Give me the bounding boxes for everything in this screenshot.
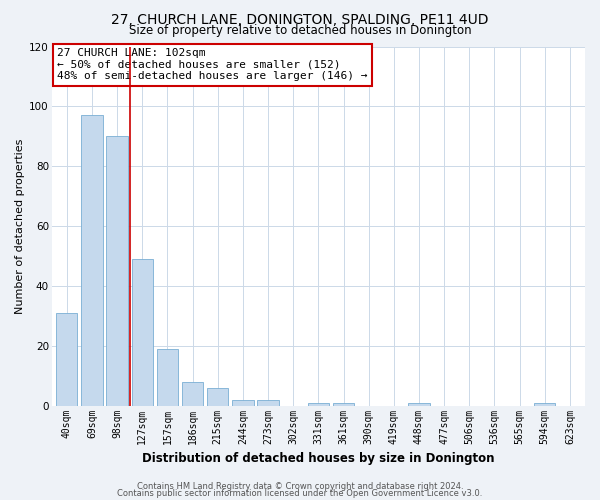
- Text: 27, CHURCH LANE, DONINGTON, SPALDING, PE11 4UD: 27, CHURCH LANE, DONINGTON, SPALDING, PE…: [111, 12, 489, 26]
- Bar: [308, 402, 329, 406]
- Bar: [106, 136, 128, 406]
- Bar: [408, 402, 430, 406]
- Text: Contains public sector information licensed under the Open Government Licence v3: Contains public sector information licen…: [118, 489, 482, 498]
- Text: Size of property relative to detached houses in Donington: Size of property relative to detached ho…: [128, 24, 472, 37]
- Bar: [56, 313, 77, 406]
- Bar: [131, 259, 153, 406]
- Text: Contains HM Land Registry data © Crown copyright and database right 2024.: Contains HM Land Registry data © Crown c…: [137, 482, 463, 491]
- Bar: [81, 116, 103, 406]
- Y-axis label: Number of detached properties: Number of detached properties: [15, 138, 25, 314]
- Text: 27 CHURCH LANE: 102sqm
← 50% of detached houses are smaller (152)
48% of semi-de: 27 CHURCH LANE: 102sqm ← 50% of detached…: [57, 48, 368, 82]
- Bar: [257, 400, 279, 406]
- Bar: [232, 400, 254, 406]
- Bar: [157, 349, 178, 406]
- Bar: [207, 388, 229, 406]
- Bar: [534, 402, 556, 406]
- X-axis label: Distribution of detached houses by size in Donington: Distribution of detached houses by size …: [142, 452, 494, 465]
- Bar: [182, 382, 203, 406]
- Bar: [333, 402, 354, 406]
